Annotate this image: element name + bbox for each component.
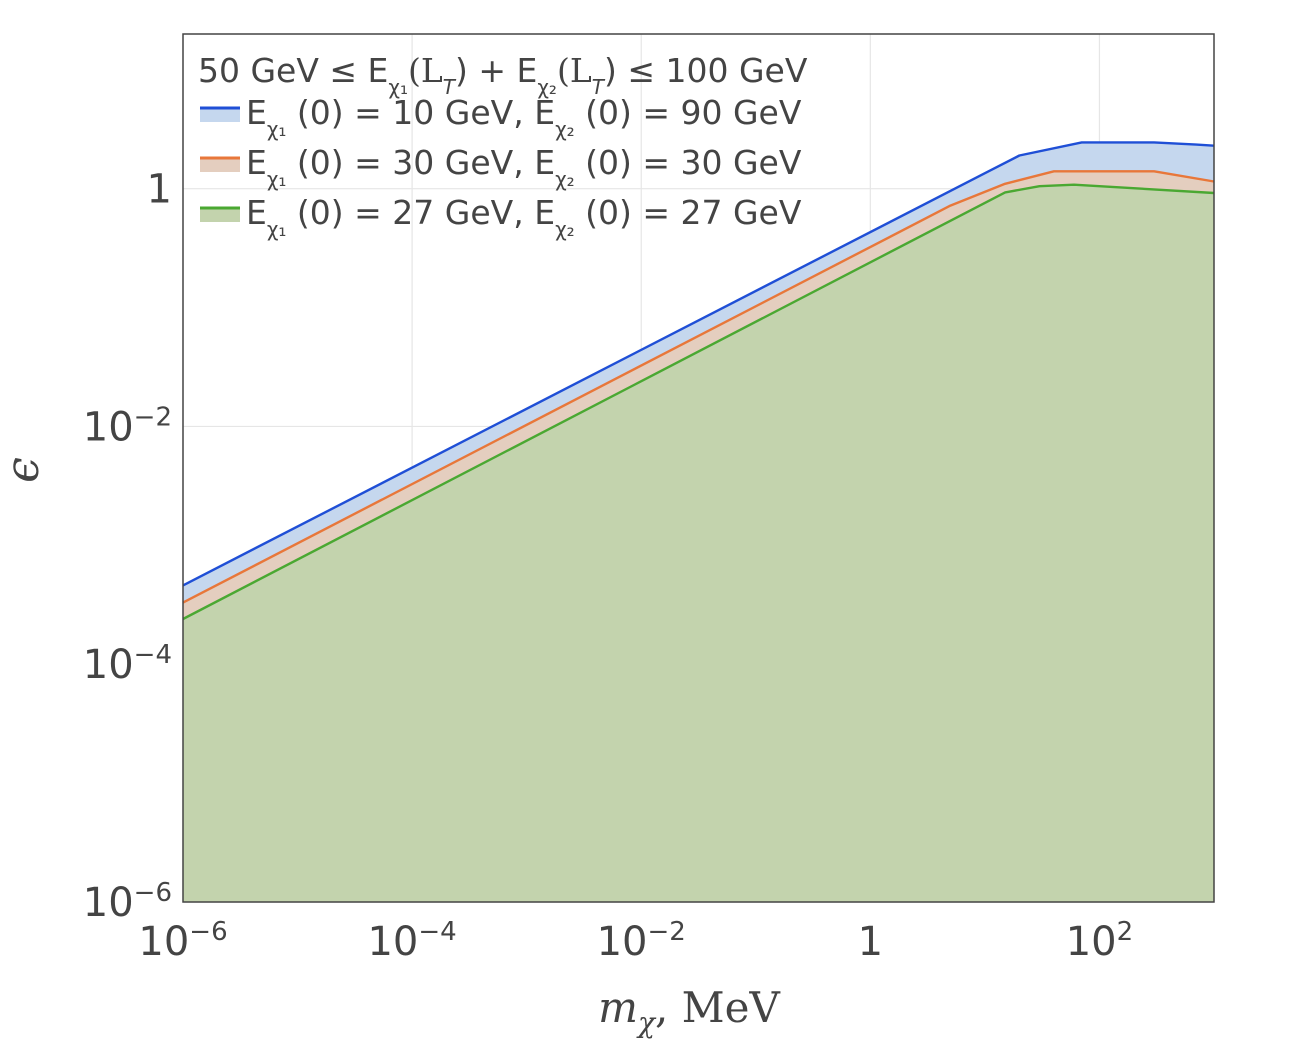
y-tick-label-1: 10−4: [83, 640, 172, 688]
x-tick-label-0: 10−6: [138, 917, 227, 965]
legend-swatch-fill-3: [200, 208, 240, 222]
legend-swatch-fill-2: [200, 158, 240, 172]
x-tick-label-1: 10−4: [367, 917, 456, 965]
legend-label-3: Eχ₁ (0) = 27 GeV, Eχ₂ (0) = 27 GeV: [246, 193, 802, 241]
series-line-1: [182, 141, 1215, 587]
series-line-3: [182, 183, 1215, 621]
series-area-3: [183, 184, 1214, 902]
plot-frame: [182, 33, 1215, 903]
legend-title: 50 GeV ≤ Eχ₁(LT) + Eχ₂(LT) ≤ 100 GeV: [198, 51, 808, 99]
legend-label-1: Eχ₁ (0) = 10 GeV, Eχ₂ (0) = 90 GeV: [246, 93, 802, 141]
line-layer: [182, 141, 1215, 621]
legend-label-2: Eχ₁ (0) = 30 GeV, Eχ₂ (0) = 30 GeV: [246, 143, 802, 191]
area-layer: [183, 142, 1214, 903]
y-tick-label-0: 10−6: [83, 878, 172, 926]
y-tick-label-2: 10−2: [83, 402, 172, 450]
x-axis-title: mχ, MeV: [598, 983, 780, 1039]
y-tick-label-3: 1: [147, 167, 172, 213]
y-axis-title: ϵ: [0, 457, 49, 483]
legend: 50 GeV ≤ Eχ₁(LT) + Eχ₂(LT) ≤ 100 GeVEχ₁ …: [198, 51, 808, 241]
legend-swatch-fill-1: [200, 108, 240, 122]
x-tick-label-2: 10−2: [597, 917, 686, 965]
x-tick-label-4: 102: [1066, 917, 1133, 965]
x-tick-label-3: 1: [858, 919, 883, 965]
series-line-2: [182, 170, 1215, 604]
x-tick-layer: 10−6 10−4 10−2 1 102: [138, 917, 1133, 965]
y-tick-layer: 10−6 10−4 10−2 1: [83, 167, 172, 926]
